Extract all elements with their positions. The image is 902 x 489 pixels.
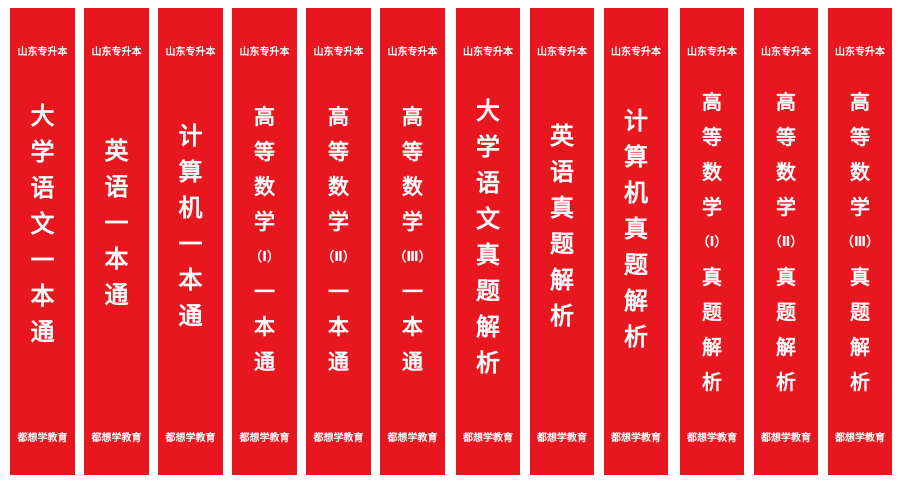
publisher-bottom-label: 都想学教育 [91, 433, 142, 444]
book-title: 英语一本通 [104, 137, 129, 309]
publisher-top-label: 山东专升本 [91, 47, 142, 58]
publisher-bottom-label: 都想学教育 [463, 433, 513, 444]
book-spine: 山东专升本英语一本通都想学教育 [84, 8, 149, 475]
publisher-bottom-label: 都想学教育 [165, 433, 216, 444]
publisher-top-label: 山东专升本 [313, 47, 364, 58]
book-title: 大学语文一本通 [30, 102, 55, 346]
book-spine: 山东专升本大学语文真题解析都想学教育 [456, 8, 520, 475]
book-title: 高等数学（Ⅲ）真题解析 [840, 90, 880, 394]
publisher-bottom-label: 都想学教育 [387, 433, 438, 444]
publisher-bottom-label: 都想学教育 [313, 433, 364, 444]
book-spine: 山东专升本英语真题解析都想学教育 [530, 8, 594, 475]
book-title: 高等数学（Ⅲ）一本通 [393, 105, 432, 374]
book-title: 高等数学（Ⅱ）一本通 [321, 105, 356, 374]
book-spine: 山东专升本大学语文一本通都想学教育 [10, 8, 75, 475]
book-spine: 山东专升本高等数学（Ⅱ）一本通都想学教育 [306, 8, 371, 475]
publisher-top-label: 山东专升本 [761, 47, 811, 58]
book-title: 计算机真题解析 [624, 107, 648, 351]
publisher-bottom-label: 都想学教育 [761, 433, 811, 444]
publisher-top-label: 山东专升本 [687, 47, 737, 58]
publisher-bottom-label: 都想学教育 [537, 433, 587, 444]
publisher-bottom-label: 都想学教育 [17, 433, 68, 444]
publisher-top-label: 山东专升本 [611, 47, 661, 58]
publisher-bottom-label: 都想学教育 [239, 433, 290, 444]
publisher-top-label: 山东专升本 [165, 47, 216, 58]
publisher-bottom-label: 都想学教育 [687, 433, 737, 444]
publisher-top-label: 山东专升本 [387, 47, 438, 58]
book-title: 计算机一本通 [178, 122, 203, 330]
book-title: 大学语文真题解析 [476, 97, 500, 377]
book-spine: 山东专升本高等数学（Ⅲ）真题解析都想学教育 [828, 8, 892, 475]
book-spine: 山东专升本计算机真题解析都想学教育 [604, 8, 668, 475]
book-spine: 山东专升本高等数学（Ⅱ）真题解析都想学教育 [754, 8, 818, 475]
publisher-top-label: 山东专升本 [239, 47, 290, 58]
book-title: 高等数学（Ⅰ）一本通 [249, 105, 280, 374]
book-title: 高等数学（Ⅱ）真题解析 [768, 90, 804, 394]
book-spine: 山东专升本高等数学（Ⅲ）一本通都想学教育 [380, 8, 445, 475]
book-title: 高等数学（Ⅰ）真题解析 [696, 90, 728, 394]
publisher-top-label: 山东专升本 [17, 47, 68, 58]
book-title: 英语真题解析 [550, 122, 574, 330]
publisher-top-label: 山东专升本 [463, 47, 513, 58]
publisher-top-label: 山东专升本 [537, 47, 587, 58]
publisher-top-label: 山东专升本 [835, 47, 885, 58]
publisher-bottom-label: 都想学教育 [611, 433, 661, 444]
book-spine: 山东专升本高等数学（Ⅰ）真题解析都想学教育 [680, 8, 744, 475]
book-spine: 山东专升本高等数学（Ⅰ）一本通都想学教育 [232, 8, 297, 475]
publisher-bottom-label: 都想学教育 [835, 433, 885, 444]
book-spine: 山东专升本计算机一本通都想学教育 [158, 8, 223, 475]
